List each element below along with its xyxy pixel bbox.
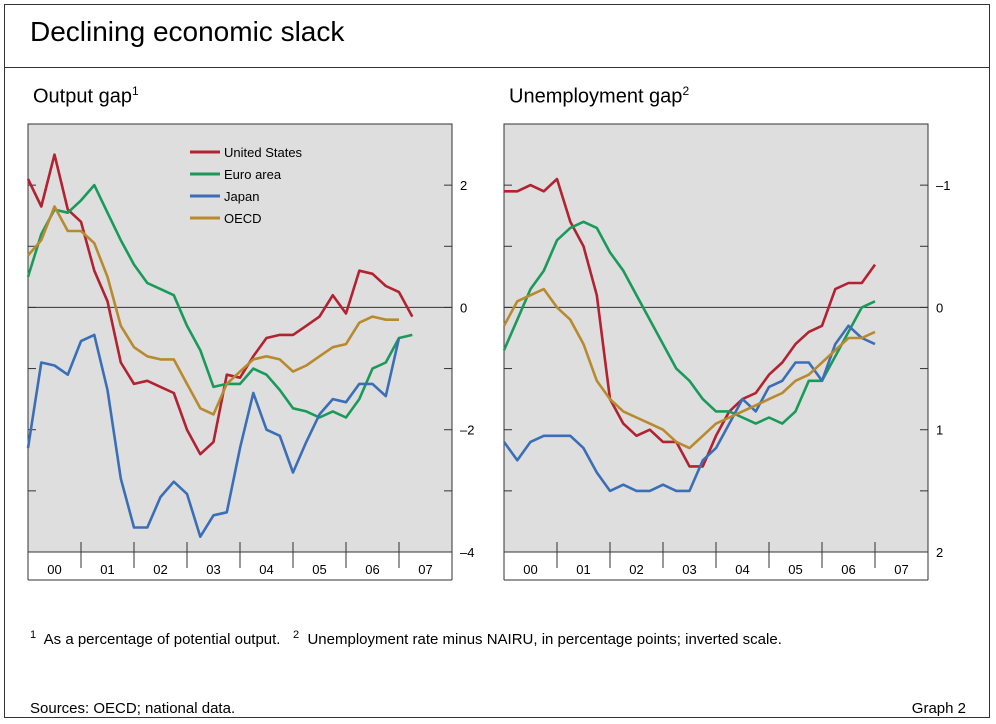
left-panel-title-footnote-mark: 1 — [131, 84, 139, 98]
y-tick-label: –2 — [460, 423, 474, 438]
right-panel-title-text: Unemployment gap — [509, 85, 683, 108]
footnotes: 1 As a percentage of potential output. 2… — [30, 620, 970, 655]
x-tick-label: 07 — [418, 562, 432, 577]
footnote-2-text: Unemployment rate minus NAIRU, in percen… — [307, 631, 782, 648]
footnote-2-mark: 2 — [293, 629, 300, 641]
page-title: Declining economic slack — [30, 16, 345, 47]
y-tick-label: 0 — [460, 300, 467, 315]
right-panel-title-footnote-mark: 2 — [682, 84, 690, 98]
legend-label: United States — [224, 145, 303, 160]
x-tick-label: 03 — [206, 562, 220, 577]
x-tick-label: 07 — [894, 562, 908, 577]
series-line-oecd — [27, 205, 399, 416]
title-divider — [4, 67, 990, 68]
output-gap-chart: 2 0 –2 –4 00 01 02 03 04 05 06 07 United States Euro … — [26, 123, 474, 581]
graph-frame — [4, 4, 990, 718]
y-tick-label: 1 — [936, 423, 943, 438]
x-tick-label: 03 — [682, 562, 696, 577]
legend-label: OECD — [224, 211, 262, 226]
y-tick-label: –1 — [936, 178, 950, 193]
sources-note: Sources: OECD; national data. — [30, 700, 236, 717]
series-line-euro-area — [502, 220, 876, 425]
series-line-united-states — [504, 177, 877, 468]
y-tick-label: 0 — [936, 300, 943, 315]
series-line-united-states — [26, 153, 414, 456]
x-tick-label: 00 — [523, 562, 537, 577]
series-line-japan — [502, 324, 876, 493]
y-tick-label: 2 — [936, 545, 943, 560]
series-line-oecd — [502, 287, 876, 450]
x-tick-label: 06 — [365, 562, 379, 577]
series-line-japan — [26, 333, 401, 539]
left-panel-title: Output gap1 — [33, 84, 139, 109]
x-tick-label: 05 — [788, 562, 802, 577]
x-tick-label: 06 — [841, 562, 855, 577]
y-tick-label: 2 — [460, 178, 467, 193]
series-line-euro-area — [26, 183, 413, 419]
x-tick-label: 00 — [47, 562, 61, 577]
x-tick-label: 05 — [312, 562, 326, 577]
graph-number: Graph 2 — [911, 700, 966, 717]
x-tick-label: 04 — [259, 562, 273, 577]
footnote-1-mark: 1 — [30, 629, 37, 641]
footnote-1-text: As a percentage of potential output. — [43, 631, 281, 648]
legend-label: Japan — [224, 189, 259, 204]
x-tick-label: 02 — [629, 562, 643, 577]
x-tick-label: 02 — [153, 562, 167, 577]
x-tick-label: 01 — [100, 562, 114, 577]
legend-label: Euro area — [224, 167, 282, 182]
right-panel-title: Unemployment gap2 — [509, 84, 689, 109]
x-tick-label: 01 — [576, 562, 590, 577]
y-tick-label: –4 — [460, 545, 474, 560]
x-tick-label: 04 — [735, 562, 749, 577]
left-panel-title-text: Output gap — [33, 85, 132, 108]
